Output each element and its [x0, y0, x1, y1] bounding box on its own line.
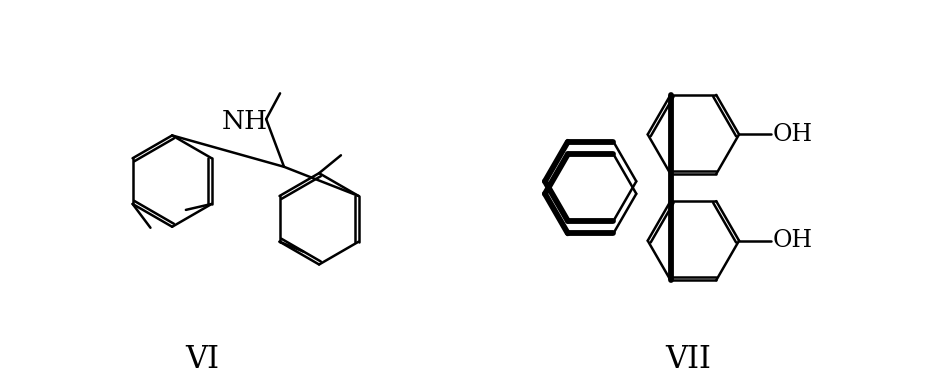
- Text: VII: VII: [666, 344, 712, 375]
- Text: NH: NH: [222, 109, 268, 134]
- Text: VI: VI: [185, 344, 219, 375]
- Text: OH: OH: [773, 123, 812, 146]
- Text: OH: OH: [773, 229, 812, 252]
